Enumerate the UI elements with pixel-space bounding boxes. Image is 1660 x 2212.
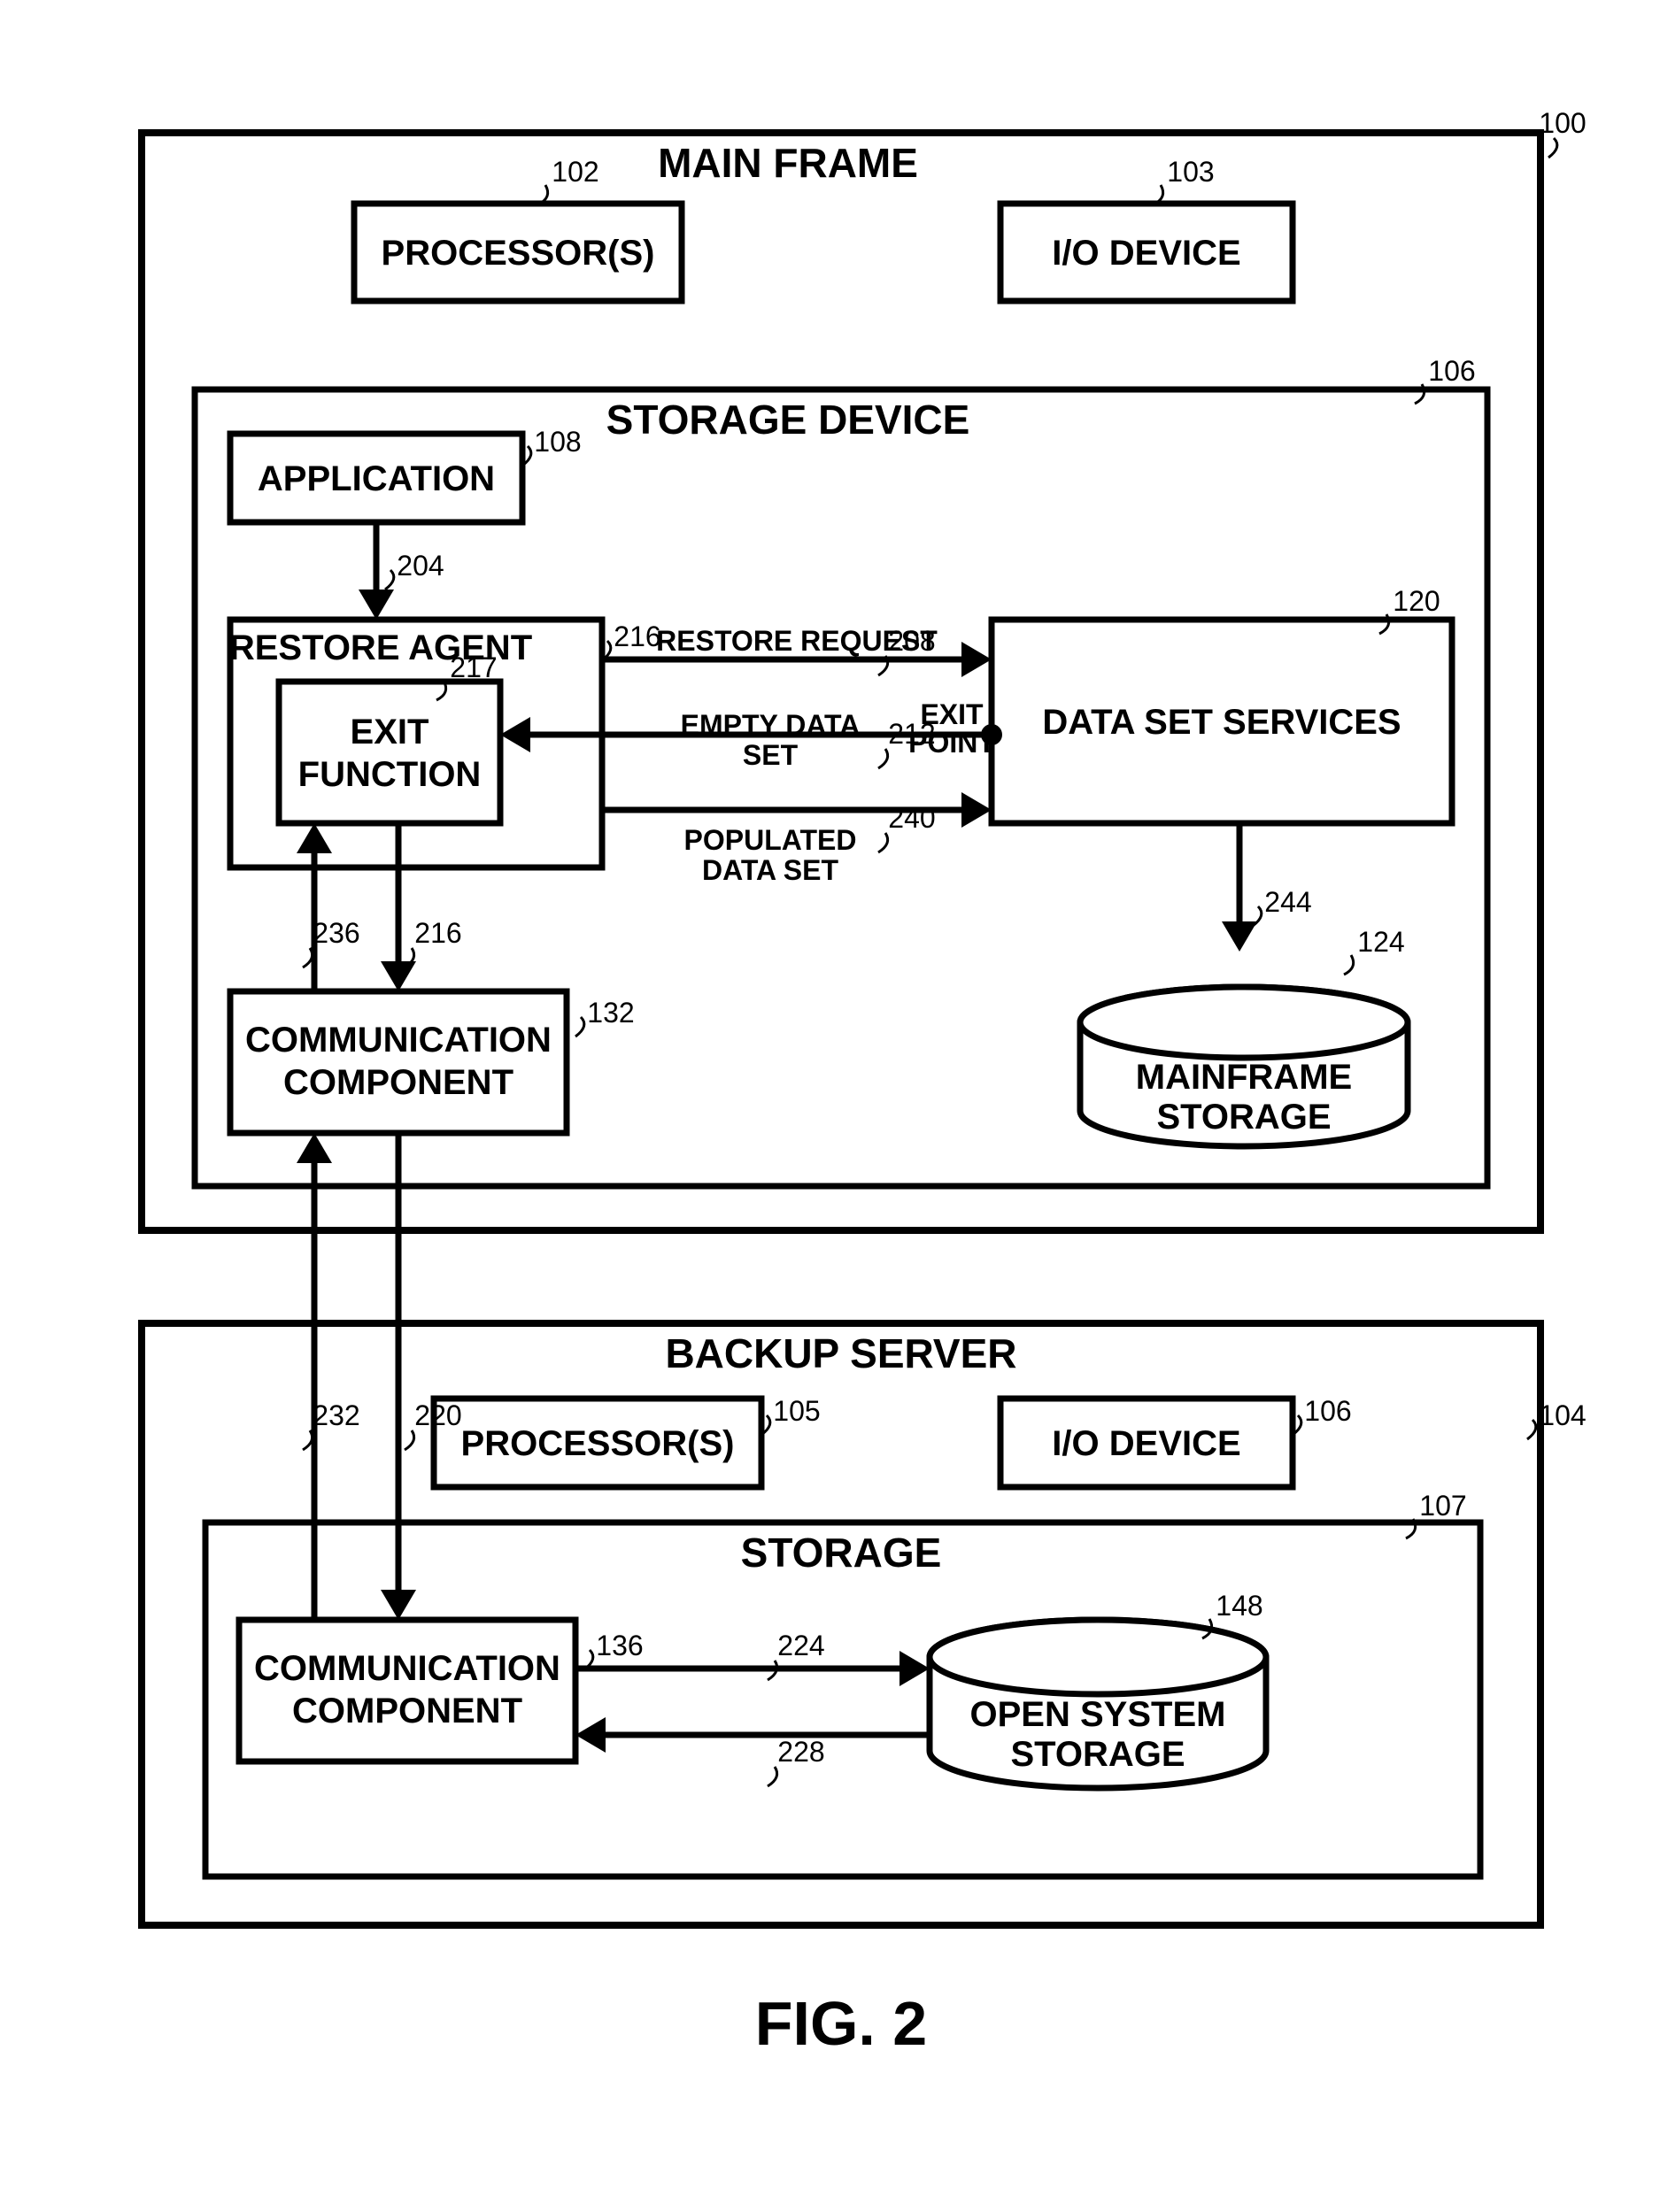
bs-comm-box [239, 1620, 575, 1761]
bs-comm-label-2: COMPONENT [292, 1692, 522, 1730]
ref-217: 217 [450, 651, 497, 683]
bs-processor-label: PROCESSOR(S) [461, 1424, 735, 1463]
mf-comm-label-1: COMMUNICATION [245, 1021, 552, 1060]
ref-216b: 216 [414, 917, 461, 949]
ref-106b: 106 [1304, 1395, 1351, 1427]
ref-224: 224 [777, 1630, 824, 1661]
ref-204: 204 [397, 550, 444, 582]
mf-comm-box [230, 991, 567, 1133]
bs-io-label: I/O DEVICE [1052, 1424, 1240, 1463]
ref-100: 100 [1539, 107, 1586, 139]
ref-216a: 216 [614, 620, 660, 652]
ref-244: 244 [1264, 886, 1311, 918]
ref-103: 103 [1167, 156, 1214, 188]
mf-storage-label-2: STORAGE [1156, 1098, 1331, 1137]
ref-208: 208 [888, 625, 935, 657]
exit-function-label-2: FUNCTION [298, 755, 482, 794]
backup-server-title: BACKUP SERVER [665, 1330, 1016, 1376]
exit-function-box [279, 682, 500, 823]
storage-device-title: STORAGE DEVICE [606, 397, 970, 443]
exit-function-label-1: EXIT [351, 713, 429, 751]
arrow-label-populated_ds-2: DATA SET [702, 854, 839, 886]
dss-label: DATA SET SERVICES [1042, 703, 1401, 742]
ref-148: 148 [1216, 1590, 1262, 1622]
ref-120: 120 [1393, 585, 1440, 617]
ref-107: 107 [1419, 1490, 1466, 1522]
os-storage-label-2: STORAGE [1010, 1735, 1185, 1774]
ref-curl-100 [1548, 138, 1557, 158]
mf-storage-label-1: MAINFRAME [1136, 1058, 1352, 1097]
ref-124: 124 [1357, 926, 1404, 958]
mainframe-title: MAIN FRAME [658, 140, 918, 186]
application-label: APPLICATION [258, 459, 495, 498]
arrow-label-empty_ds-1: EMPTY DATA [681, 709, 861, 741]
ref-108: 108 [534, 426, 581, 458]
bs-storage-title: STORAGE [741, 1530, 942, 1576]
mf-storage-cyl-top [1080, 987, 1408, 1058]
ref-228: 228 [777, 1736, 824, 1768]
bs-comm-label-1: COMMUNICATION [254, 1649, 560, 1688]
ref-232: 232 [313, 1399, 359, 1431]
ref-106a: 106 [1428, 355, 1475, 387]
ref-240: 240 [888, 802, 935, 834]
ref-105: 105 [773, 1395, 820, 1427]
os-storage-cyl-top [930, 1620, 1266, 1694]
os-storage-label-1: OPEN SYSTEM [970, 1695, 1226, 1734]
mf-processor-label: PROCESSOR(S) [382, 234, 655, 273]
ref-236: 236 [313, 917, 359, 949]
figure-caption: FIG. 2 [755, 1989, 927, 2058]
mf-io-label: I/O DEVICE [1052, 234, 1240, 273]
ref-220: 220 [414, 1399, 461, 1431]
ref-136: 136 [596, 1630, 643, 1661]
ref-104: 104 [1539, 1399, 1586, 1431]
ref-212: 212 [888, 718, 935, 750]
ref-102: 102 [552, 156, 598, 188]
arrow-label-empty_ds-2: SET [743, 739, 799, 771]
mf-comm-label-2: COMPONENT [283, 1063, 513, 1102]
ref-132: 132 [587, 997, 634, 1029]
arrow-label-populated_ds-1: POPULATED [684, 824, 857, 856]
